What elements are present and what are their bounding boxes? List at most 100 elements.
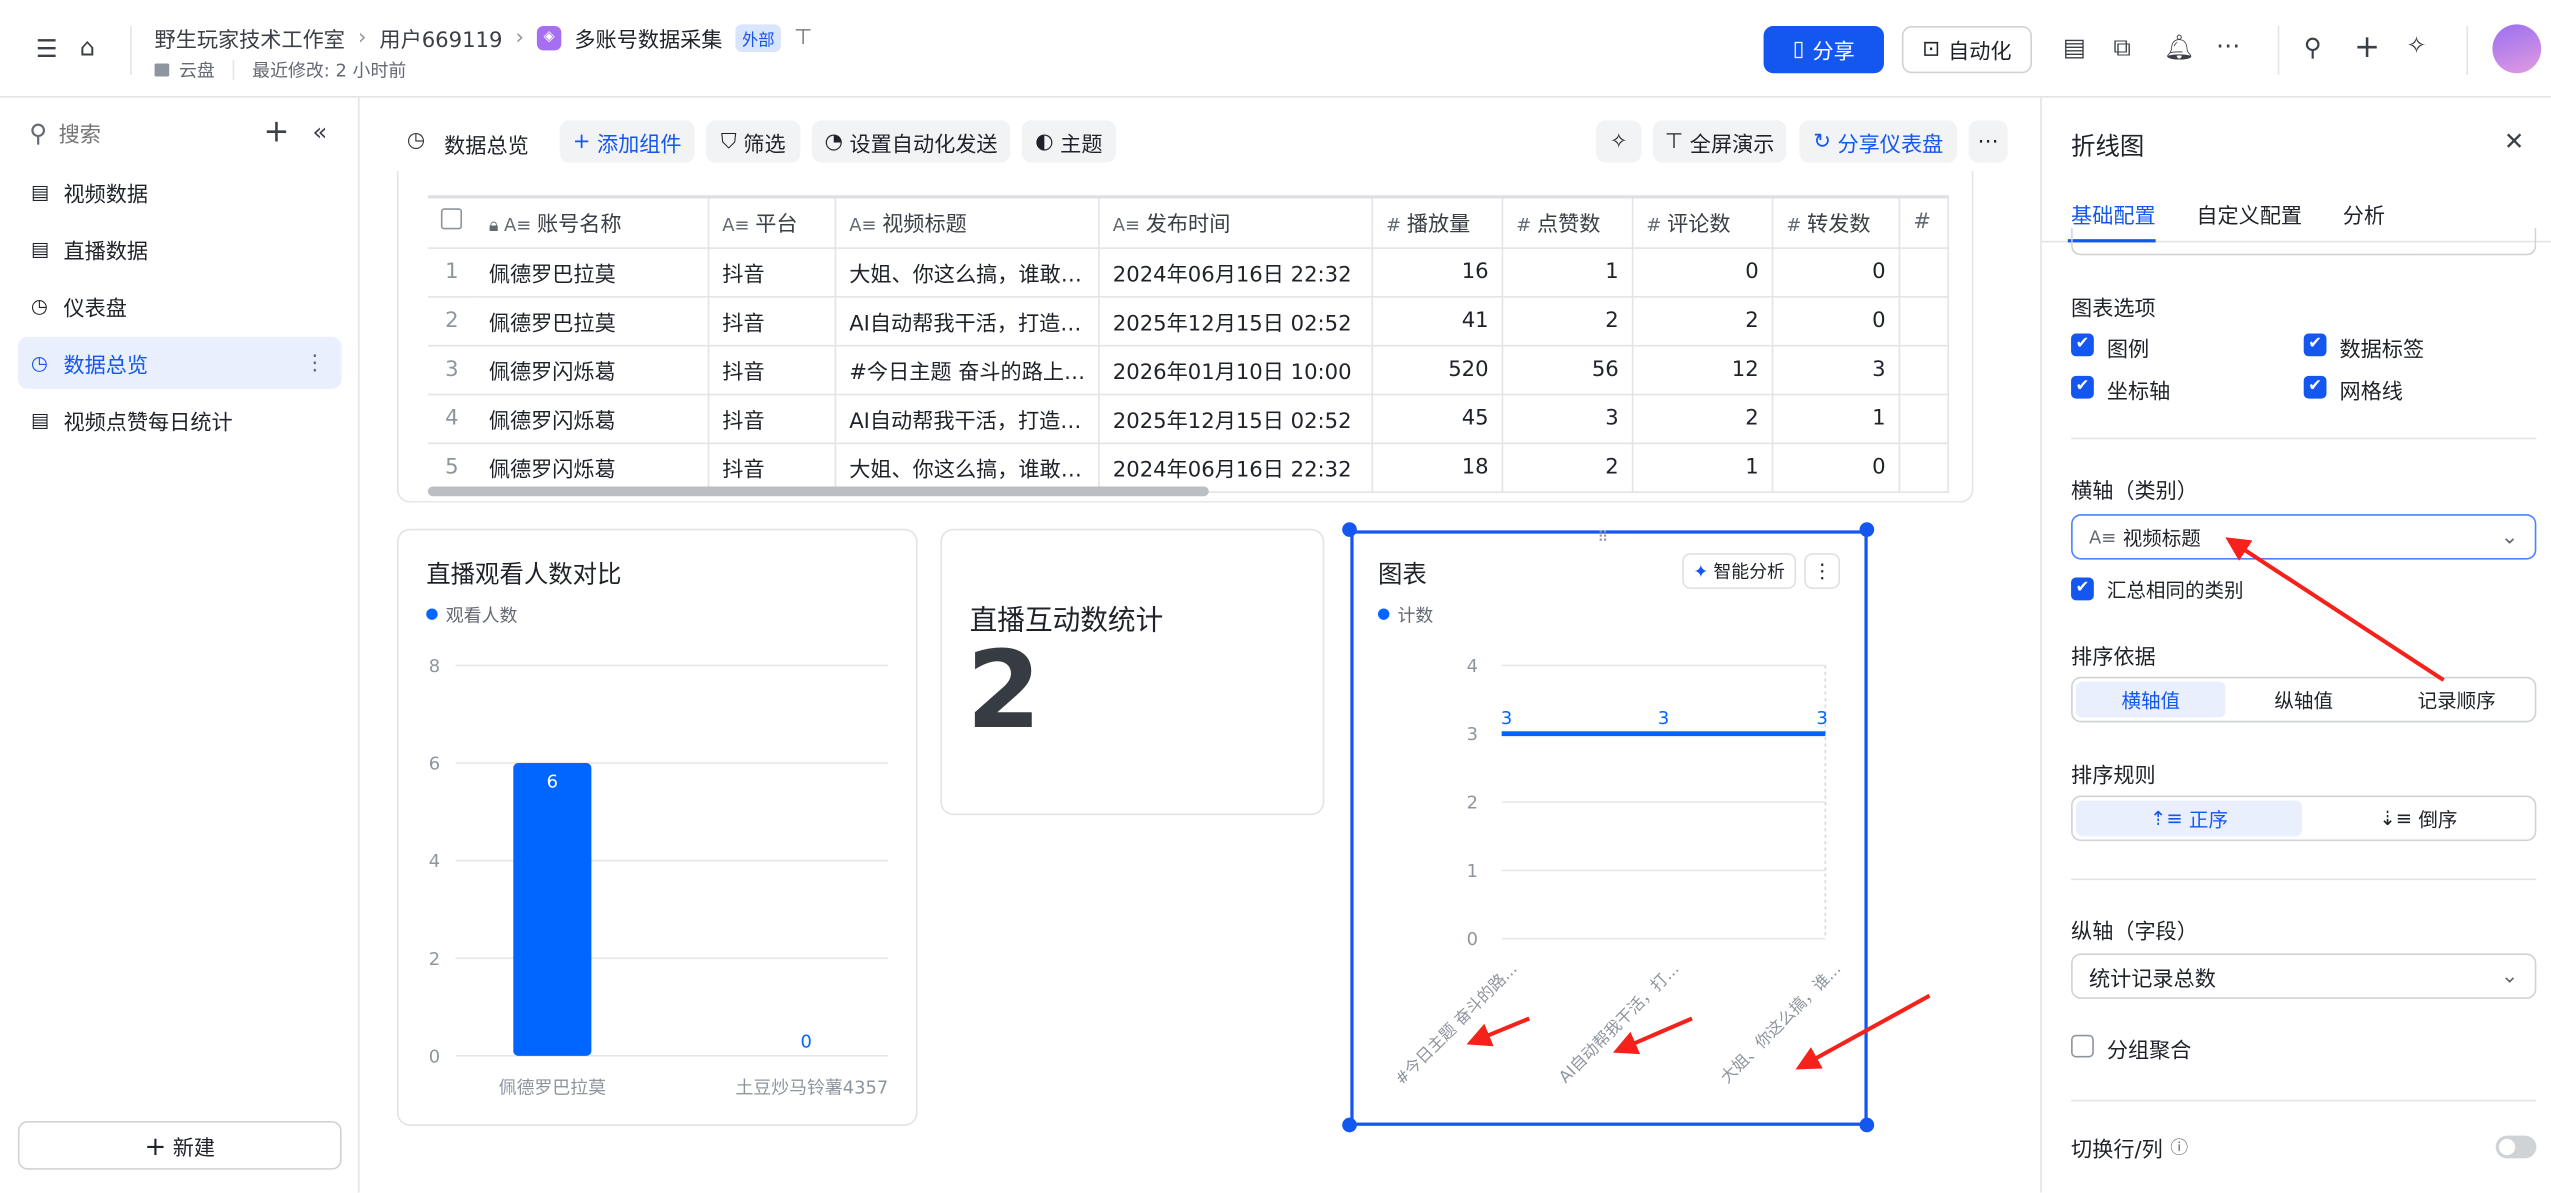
table-cell[interactable]: [1899, 393, 1950, 444]
column-header[interactable]: # 播放量: [1372, 198, 1504, 249]
chart-type-select[interactable]: [2071, 227, 2537, 256]
merge-same-checkbox[interactable]: ✔: [2071, 577, 2094, 601]
line-chart-widget[interactable]: [1350, 530, 1868, 1126]
tab-analysis[interactable]: 分析: [2342, 204, 2386, 230]
table-cell[interactable]: 佩德罗巴拉莫: [475, 296, 710, 346]
plus-icon[interactable]: +: [2354, 29, 2381, 66]
pin-icon[interactable]: ⊤: [794, 26, 813, 51]
ai-sparkle-icon[interactable]: ✧: [2406, 30, 2427, 61]
new-button[interactable]: + 新建: [17, 1120, 342, 1170]
table-cell[interactable]: 2026年01月10日 10:00: [1098, 344, 1374, 395]
axis-checkbox[interactable]: ✔: [2071, 375, 2094, 399]
column-header[interactable]: # 点赞数: [1502, 198, 1634, 249]
resize-handle[interactable]: [1859, 1117, 1875, 1133]
home-icon[interactable]: ⌂: [79, 32, 96, 62]
table-cell[interactable]: 0: [1772, 296, 1901, 346]
breadcrumb-user[interactable]: 用户669119: [379, 29, 503, 54]
table-row[interactable]: 1 佩德罗巴拉莫 抖音 大姐、你这么搞，谁敢… 2024年06月16日 22:32 16 1…: [427, 247, 1950, 297]
drag-handle-icon[interactable]: ⠿: [1597, 530, 1609, 547]
x-axis-select[interactable]: A≡ 视频标题 ⌄: [2071, 514, 2537, 560]
sidebar-item[interactable]: ▤ 视频点赞每日统计: [18, 394, 342, 446]
column-header[interactable]: 🔒︎ A≡ 账号名称: [475, 198, 710, 249]
collapse-icon[interactable]: «: [312, 117, 328, 147]
filter-button[interactable]: ⛉ 筛选: [706, 120, 801, 163]
column-header[interactable]: #: [1899, 198, 1950, 249]
table-cell[interactable]: 抖音: [708, 442, 837, 493]
sidebar-search-input[interactable]: [58, 117, 238, 153]
share-button[interactable]: ▯ 分享: [1763, 26, 1884, 74]
column-header[interactable]: # 评论数: [1632, 198, 1774, 249]
bell-icon[interactable]: 🔔︎: [2163, 32, 2195, 62]
table-cell[interactable]: AI自动帮我干活，打造…: [835, 393, 1100, 444]
fullscreen-button[interactable]: ⊤ 全屏演示: [1652, 120, 1787, 163]
table-cell[interactable]: 3: [1502, 393, 1634, 444]
table-cell[interactable]: 2: [1502, 296, 1634, 346]
tab-custom[interactable]: 自定义配置: [2196, 204, 2303, 230]
table-cell[interactable]: [1899, 442, 1950, 493]
sidebar-item[interactable]: ▤ 直播数据: [18, 223, 342, 275]
table-cell[interactable]: [1899, 247, 1950, 297]
table-cell[interactable]: 45: [1372, 393, 1504, 444]
item-more-icon[interactable]: ⋮: [304, 350, 326, 376]
legend-checkbox[interactable]: ✔: [2071, 333, 2094, 357]
table-cell[interactable]: 抖音: [708, 247, 837, 297]
location-link[interactable]: 云盘: [178, 60, 215, 82]
search-icon[interactable]: ⚲: [2303, 32, 2322, 62]
table-cell[interactable]: 1: [1632, 442, 1774, 493]
share-dashboard-button[interactable]: ↻ 分享仪表盘: [1799, 120, 1958, 163]
avatar[interactable]: [2492, 24, 2542, 74]
table-cell[interactable]: 520: [1372, 344, 1504, 395]
group-agg-checkbox[interactable]: [2071, 1034, 2094, 1058]
sort-by-y[interactable]: 纵轴值: [2274, 688, 2333, 712]
table-cell[interactable]: 抖音: [708, 344, 837, 395]
table-cell[interactable]: 0: [1772, 442, 1901, 493]
table-row[interactable]: 3 佩德罗闪烁葛 抖音 #今日主题 奋斗的路上… 2026年01月10日 10:00 52…: [427, 344, 1950, 395]
table-cell[interactable]: 2: [1632, 296, 1774, 346]
resize-handle[interactable]: [1859, 522, 1875, 537]
info-icon[interactable]: ⓘ: [2170, 1137, 2189, 1159]
sidebar-item[interactable]: ▤ 视频数据: [18, 166, 342, 218]
resize-handle[interactable]: [1342, 522, 1357, 537]
resize-handle[interactable]: [1342, 1117, 1357, 1133]
table-cell[interactable]: 抖音: [708, 393, 837, 444]
column-header[interactable]: A≡ 平台: [708, 198, 837, 249]
table-cell[interactable]: 2025年12月15日 02:52: [1098, 393, 1374, 444]
table-cell[interactable]: 16: [1372, 247, 1504, 297]
sort-descending[interactable]: ⇣≡ 倒序: [2379, 806, 2458, 831]
table-cell[interactable]: 佩德罗闪烁葛: [475, 344, 710, 395]
template-icon[interactable]: ▤: [2062, 32, 2087, 62]
plugin-icon[interactable]: ⧉: [2113, 32, 2131, 62]
sort-by-record[interactable]: 记录顺序: [2417, 688, 2496, 712]
theme-button[interactable]: ◐ 主题: [1021, 120, 1117, 163]
sidebar-toggle-icon[interactable]: ☰: [35, 34, 58, 64]
y-axis-select[interactable]: 统计记录总数 ⌄: [2071, 953, 2537, 999]
sidebar-item[interactable]: ◷ 数据总览 ⋮: [17, 336, 342, 389]
switch-rows-toggle[interactable]: [2495, 1135, 2537, 1159]
bar[interactable]: [513, 763, 592, 1056]
table-cell[interactable]: 佩德罗闪烁葛: [475, 393, 710, 444]
table-cell[interactable]: 56: [1502, 344, 1634, 395]
table-cell[interactable]: 大姐、你这么搞，谁敢…: [835, 442, 1100, 493]
table-cell[interactable]: AI自动帮我干活，打造…: [835, 296, 1100, 346]
table-cell[interactable]: 1: [1502, 247, 1634, 297]
table-cell[interactable]: [1899, 296, 1950, 346]
table-cell[interactable]: 2025年12月15日 02:52: [1098, 296, 1374, 346]
column-header[interactable]: A≡ 视频标题: [835, 198, 1100, 249]
table-cell[interactable]: 抖音: [708, 296, 837, 346]
breadcrumb-workspace[interactable]: 野生玩家技术工作室: [154, 29, 345, 54]
sort-ascending[interactable]: ⇡≡ 正序: [2075, 800, 2303, 837]
column-header[interactable]: # 转发数: [1772, 198, 1901, 249]
table-row[interactable]: 4 佩德罗闪烁葛 抖音 AI自动帮我干活，打造… 2025年12月15日 02:52 45…: [427, 393, 1950, 444]
table-cell[interactable]: 2024年06月16日 22:32: [1098, 247, 1374, 297]
sidebar-item[interactable]: ◷ 仪表盘: [18, 280, 342, 332]
more-button[interactable]: ⋯: [1968, 120, 2008, 163]
select-all-checkbox[interactable]: [427, 198, 476, 249]
table-cell[interactable]: 3: [1772, 344, 1901, 395]
table-cell[interactable]: 2024年06月16日 22:32: [1098, 442, 1374, 493]
table-row[interactable]: 2 佩德罗巴拉莫 抖音 AI自动帮我干活，打造… 2025年12月15日 02:52 41…: [427, 296, 1950, 346]
gridlines-checkbox[interactable]: ✔: [2303, 375, 2327, 399]
smart-analysis-button[interactable]: ✦ 智能分析: [1682, 553, 1797, 589]
sort-by-x[interactable]: 横轴值: [2075, 681, 2226, 718]
horizontal-scrollbar[interactable]: [427, 486, 1209, 497]
bar-chart-widget[interactable]: [396, 528, 918, 1126]
